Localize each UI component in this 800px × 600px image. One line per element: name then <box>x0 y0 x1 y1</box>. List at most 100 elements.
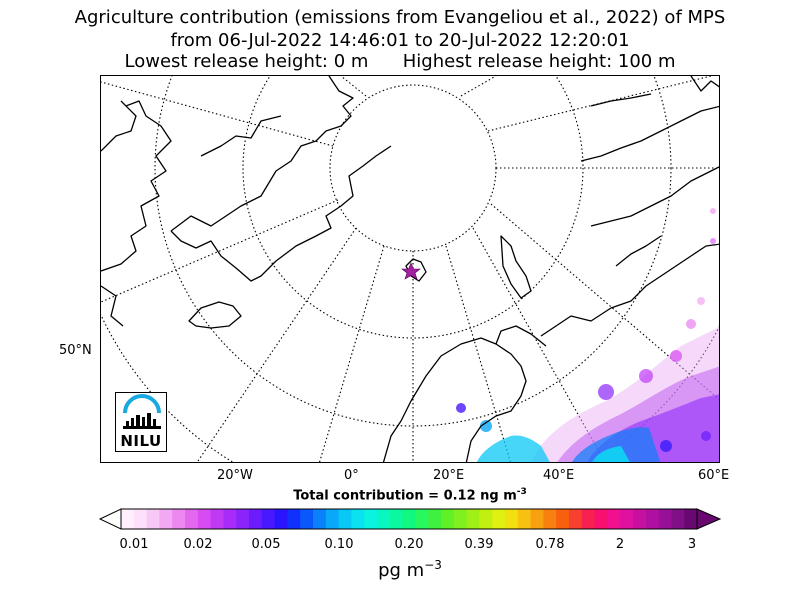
colorbar-cells <box>121 509 698 529</box>
colorbar-unit-text: pg m <box>378 560 425 581</box>
scandinavia-coast <box>382 337 527 462</box>
colorbar-cell <box>607 509 621 529</box>
colorbar-cell <box>633 509 647 529</box>
latitude-circle <box>154 76 672 427</box>
colorbar-cell <box>620 509 634 529</box>
kola-coast <box>495 325 547 347</box>
russia-coast <box>580 105 719 162</box>
colorbar-cell <box>261 509 276 529</box>
colorbar-cell <box>684 509 698 529</box>
meridian-line <box>101 199 339 303</box>
latitude-circle <box>242 76 584 339</box>
colorbar-cell <box>671 509 685 529</box>
logo-arc-icon <box>123 394 161 414</box>
colorbar-tick-label: 0.10 <box>324 537 354 552</box>
total-contribution-label: Total contribution = 0.12 ng m-3 <box>0 487 800 503</box>
russia-coast <box>590 166 719 227</box>
colorbar-tick-label: 0.05 <box>251 537 281 552</box>
nilu-logo: NILU <box>115 392 167 452</box>
lon-label-20w: 20°W <box>217 468 253 483</box>
colorbar-cell <box>402 509 416 529</box>
colorbar-tick-label: 2 <box>615 537 625 552</box>
meridian-line <box>340 76 367 97</box>
meridian-line <box>460 76 497 97</box>
greenland-coast <box>170 145 392 282</box>
greenland-coast <box>170 76 354 232</box>
colorbar-cell <box>530 509 544 529</box>
colorbar-cell <box>389 509 404 529</box>
coastlines <box>101 76 719 462</box>
colorbar-tick-label: 0.78 <box>535 537 565 552</box>
colorbar-cell <box>364 509 378 529</box>
colorbar-cell <box>146 509 160 529</box>
colorbar-cell <box>172 509 186 529</box>
colorbar-cell <box>210 509 224 529</box>
colorbar-min-extension <box>98 508 122 530</box>
colorbar <box>98 508 722 530</box>
colorbar-tick-label: 0.02 <box>183 537 213 552</box>
colorbar-cell <box>594 509 608 529</box>
colorbar-cell <box>338 509 352 529</box>
lon-label-60e: 60°E <box>698 468 730 483</box>
colorbar-cell <box>428 509 442 529</box>
colorbar-cell <box>325 509 340 529</box>
colorbar-cell <box>479 509 493 529</box>
colorbar-cell <box>274 509 288 529</box>
colorbar-unit-label: pg m−3 <box>0 558 800 581</box>
lon-label-20e: 20°E <box>433 468 465 483</box>
colorbar-cell <box>505 509 519 529</box>
iceland-coast <box>188 301 242 329</box>
colorbar-cell <box>466 509 480 529</box>
colorbar-max-extension <box>696 508 722 530</box>
colorbar-cell <box>441 509 455 529</box>
latitude-circle <box>329 84 497 252</box>
colorbar-cell <box>453 509 468 529</box>
colorbar-unit-exponent: −3 <box>424 558 442 572</box>
colorbar-cell <box>645 509 660 529</box>
canada-coast <box>200 115 282 157</box>
colorbar-tick-label: 3 <box>687 537 697 552</box>
lat-label-50n: 50°N <box>59 343 92 358</box>
colorbar-cell <box>377 509 391 529</box>
map-title-line-2: from 06-Jul-2022 14:46:01 to 20-Jul-2022… <box>170 30 630 51</box>
svalbard-coast <box>405 258 427 282</box>
colorbar-cell <box>543 509 557 529</box>
meridian-line <box>490 203 719 401</box>
colorbar-cell <box>415 509 429 529</box>
colorbar-tick-label: 0.20 <box>394 537 424 552</box>
release-site-star-icon[interactable] <box>401 262 421 280</box>
map-panel[interactable] <box>100 75 720 463</box>
taymyr-coast <box>615 235 662 267</box>
colorbar-cell <box>658 509 672 529</box>
colorbar-cell <box>287 509 301 529</box>
colorbar-cell <box>223 509 237 529</box>
siberia-coast <box>690 76 719 92</box>
map-title-line-1: Agriculture contribution (emissions from… <box>74 7 726 28</box>
colorbar-tick-label: 0.01 <box>119 537 149 552</box>
map-title-line-3: Lowest release height: 0 m Highest relea… <box>124 51 676 72</box>
colorbar-cell <box>185 509 199 529</box>
canada-coast <box>101 100 137 152</box>
colorbar-cell <box>236 509 250 529</box>
colorbar-cell <box>300 509 314 529</box>
colorbar-cell <box>159 509 173 529</box>
total-contribution-text: Total contribution = 0.12 ng m <box>293 488 517 504</box>
colorbar-cell <box>197 509 212 529</box>
colorbar-cell <box>133 509 148 529</box>
logo-skyline-icon <box>123 413 161 429</box>
meridian-line <box>472 227 606 462</box>
meridian-line <box>319 245 385 462</box>
canada-coast <box>101 100 172 272</box>
novaya-zemlya-coast <box>500 235 532 299</box>
colorbar-cell <box>569 509 583 529</box>
colorbar-cell <box>121 509 135 529</box>
colorbar-cell <box>581 509 596 529</box>
siberia-island-coast <box>590 93 652 107</box>
graticule <box>101 76 719 462</box>
map-canvas <box>101 76 719 462</box>
colorbar-cell <box>249 509 263 529</box>
logo-text: NILU <box>120 432 162 450</box>
total-contribution-exponent: -3 <box>516 487 527 497</box>
nilu-logo-mark <box>123 394 161 429</box>
meridian-line <box>101 81 334 147</box>
